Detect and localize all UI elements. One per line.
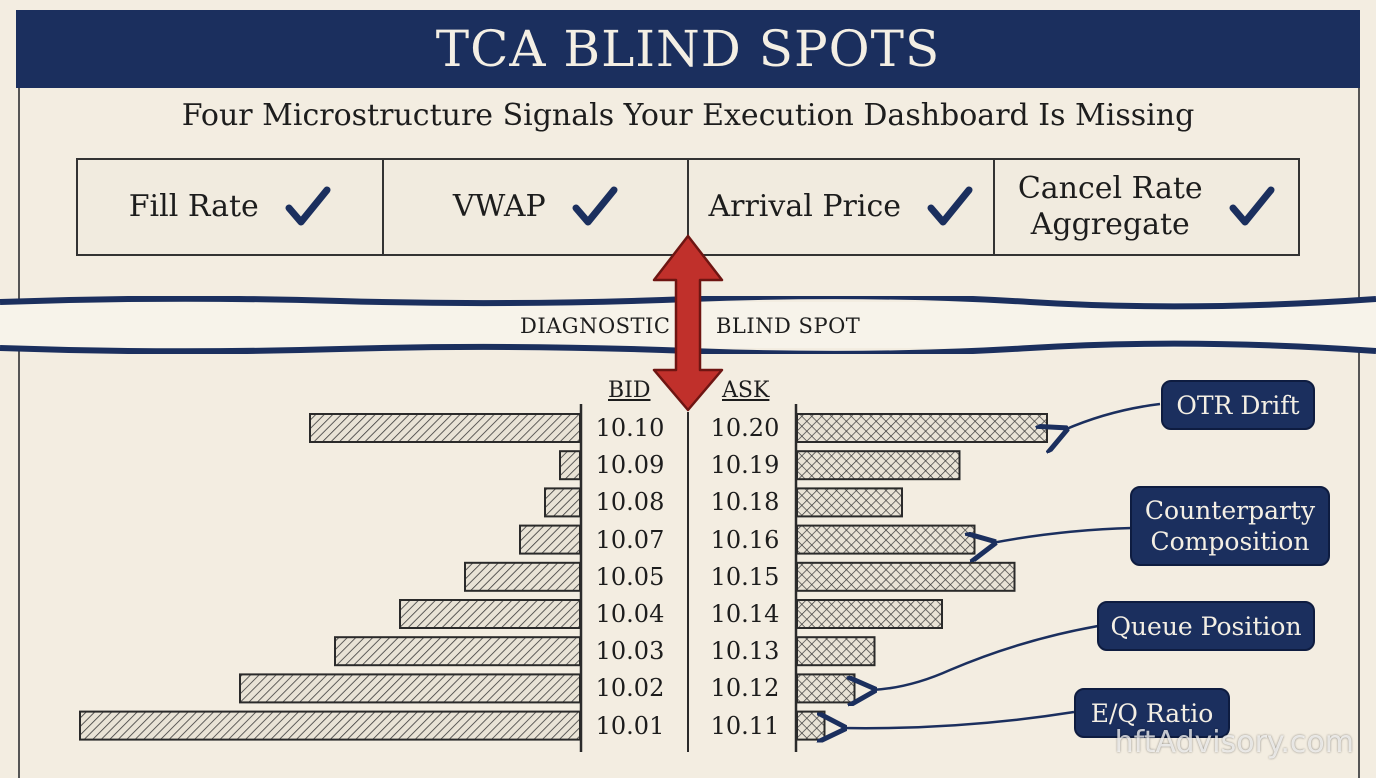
- ask-header: ASK: [722, 378, 770, 403]
- metric-fill-rate: Fill Rate: [78, 160, 384, 254]
- ask-price-label: 10.13: [710, 637, 780, 666]
- check-icon: [927, 186, 973, 226]
- metric-label: VWAP: [452, 189, 546, 224]
- double-arrow-icon: [652, 234, 724, 412]
- callout-counterparty-composition: Counterparty Composition: [1130, 486, 1330, 566]
- metric-label: Arrival Price: [708, 189, 902, 224]
- callout-queue-position: Queue Position: [1097, 601, 1315, 651]
- bid-price-label: 10.01: [595, 711, 665, 740]
- page-subtitle: Four Microstructure Signals Your Executi…: [181, 98, 1195, 133]
- check-icon: [572, 186, 618, 226]
- callout-connector: [992, 526, 1133, 543]
- bid-bar: [309, 413, 581, 443]
- ask-bar: [796, 561, 1016, 592]
- callout-connector: [1064, 402, 1161, 430]
- bid-bar: [519, 524, 581, 555]
- callout-connector: [842, 710, 1075, 728]
- page-title: TCA BLIND SPOTS: [435, 20, 941, 78]
- callout-eq-ratio: E/Q Ratio: [1074, 688, 1230, 738]
- title-banner: TCA BLIND SPOTS: [16, 10, 1360, 88]
- ask-bar: [796, 487, 903, 518]
- ask-bar: [796, 524, 976, 555]
- bid-bar: [334, 636, 581, 667]
- ask-bar: [796, 673, 856, 704]
- ask-price-label: 10.14: [710, 600, 780, 628]
- ask-price-label: 10.16: [710, 525, 780, 554]
- page-border: [18, 88, 1360, 778]
- callout-connector: [872, 624, 1099, 690]
- ask-price-label: 10.11: [710, 711, 780, 740]
- ask-bar: [796, 636, 876, 667]
- ask-price-label: 10.20: [710, 414, 780, 442]
- ask-price-label: 10.19: [710, 451, 780, 480]
- bid-price-label: 10.04: [595, 600, 665, 628]
- ask-bar: [796, 599, 943, 629]
- bid-bar: [464, 561, 581, 592]
- bid-price-label: 10.08: [595, 488, 665, 517]
- ask-price-label: 10.12: [710, 674, 780, 703]
- bid-bar: [544, 487, 581, 518]
- ask-bar: [796, 413, 1048, 443]
- watermark: hftAdvisory.com: [1114, 725, 1354, 760]
- bid-bar: [79, 710, 581, 741]
- ask-price-label: 10.15: [710, 562, 780, 591]
- metric-label: Cancel Rate Aggregate: [1017, 171, 1203, 242]
- metric-label: Fill Rate: [128, 189, 259, 224]
- bid-price-label: 10.10: [595, 414, 665, 442]
- check-icon: [285, 186, 331, 226]
- band-label-diagnostic: DIAGNOSTIC: [520, 314, 671, 338]
- ask-bar: [796, 450, 961, 481]
- bid-price-label: 10.07: [595, 525, 665, 554]
- bid-price-label: 10.03: [595, 637, 665, 666]
- bid-price-label: 10.02: [595, 674, 665, 703]
- bid-header: BID: [608, 378, 651, 403]
- check-icon: [1229, 186, 1275, 226]
- metric-vwap: VWAP: [384, 160, 689, 254]
- metric-cancel-rate-aggregate: Cancel Rate Aggregate: [995, 160, 1299, 254]
- callout-otr-drift: OTR Drift: [1161, 380, 1315, 430]
- bid-bar: [239, 673, 581, 704]
- band-label-blind-spot: BLIND SPOT: [716, 314, 861, 338]
- ask-bar: [796, 710, 826, 741]
- bid-price-label: 10.05: [595, 562, 665, 591]
- bid-bar: [399, 599, 581, 629]
- metric-arrival-price: Arrival Price: [689, 160, 995, 254]
- ask-price-label: 10.18: [710, 488, 780, 517]
- bid-bar: [559, 450, 581, 481]
- bid-price-label: 10.09: [595, 451, 665, 480]
